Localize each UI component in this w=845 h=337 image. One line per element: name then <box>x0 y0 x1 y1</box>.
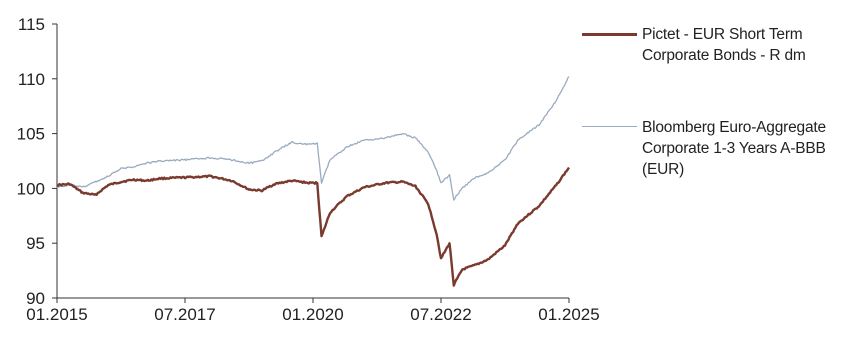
x-tick-label: 01.2025 <box>538 305 599 324</box>
series-line-pictet <box>57 166 570 287</box>
y-tick-label: 105 <box>17 125 45 144</box>
y-tick-label: 115 <box>18 15 45 34</box>
x-tick-label: 01.2015 <box>26 305 87 324</box>
x-tick-label: 01.2020 <box>282 305 343 324</box>
x-tick-label: 07.2017 <box>154 305 215 324</box>
legend-swatch-pictet <box>582 33 637 36</box>
legend-entry-bloomberg: Bloomberg Euro-Aggregate Corporate 1-3 Y… <box>582 117 842 180</box>
legend-label-bloomberg: Bloomberg Euro-Aggregate Corporate 1-3 Y… <box>642 119 826 178</box>
chart-series <box>56 76 570 287</box>
y-tick-label: 90 <box>26 289 45 308</box>
legend-label-pictet: Pictet - EUR Short Term Corporate Bonds … <box>642 26 806 64</box>
y-tick-label: 110 <box>18 70 45 89</box>
legend-entry-pictet: Pictet - EUR Short Term Corporate Bonds … <box>582 24 842 66</box>
series-line-bloomberg <box>56 76 570 201</box>
y-tick-label: 100 <box>17 179 45 198</box>
y-tick-label: 95 <box>26 234 45 253</box>
x-tick-label: 07.2022 <box>410 305 471 324</box>
chart-axes: 90 95 100 105 110 115 01.2015 07.2017 01.2020 07.… <box>17 15 600 324</box>
legend-swatch-bloomberg <box>582 126 637 127</box>
